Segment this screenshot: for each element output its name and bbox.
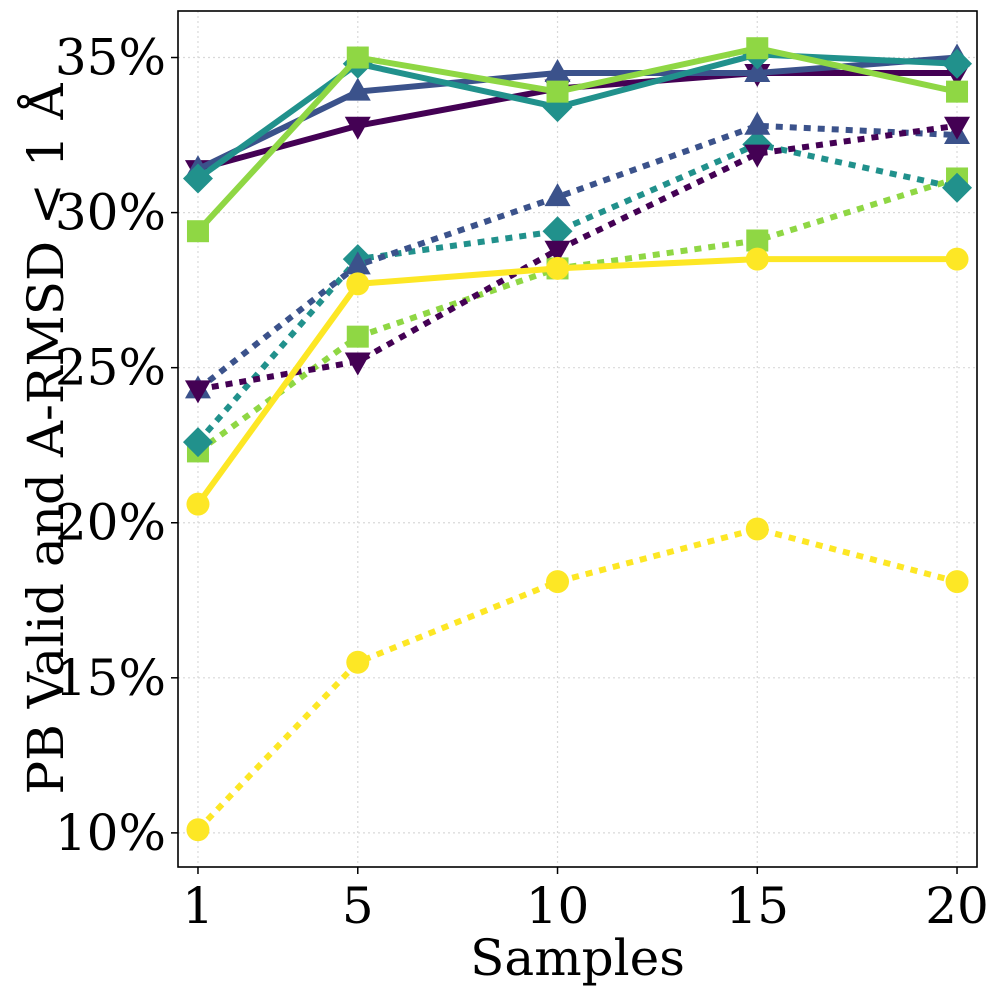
series-line-series-3-dotted [195, 141, 958, 445]
x-tick-label: 10 [526, 877, 590, 935]
y-tick-label: 10% [55, 804, 166, 862]
series-series-2-dotted [184, 111, 971, 399]
x-tick-label: 15 [725, 877, 789, 935]
y-tick-label: 20% [55, 494, 166, 552]
data-point-series-5-solid-1 [186, 492, 210, 516]
data-point-series-3-solid-20 [942, 48, 973, 79]
data-point-series-5-dotted-15 [745, 517, 769, 541]
data-point-series-5-solid-20 [945, 247, 969, 271]
data-point-series-4-solid-1 [186, 220, 209, 243]
data-point-series-4-solid-15 [746, 37, 769, 60]
data-point-series-4-solid-10 [546, 80, 569, 103]
data-point-series-1-dotted-10 [544, 240, 571, 264]
series-series-5-solid [186, 247, 969, 516]
data-point-series-3-dotted-20 [942, 172, 973, 203]
data-point-series-2-dotted-15 [744, 111, 771, 135]
data-point-series-2-dotted-5 [344, 251, 371, 275]
data-point-series-1-dotted-5 [344, 352, 371, 376]
data-point-series-3-solid-1 [182, 163, 213, 194]
data-point-series-4-dotted-15 [746, 229, 769, 252]
y-tick-label: 35% [55, 29, 166, 87]
data-point-series-3-dotted-1 [182, 427, 213, 458]
data-point-series-2-dotted-10 [544, 183, 571, 207]
data-point-series-5-solid-15 [745, 247, 769, 271]
data-point-series-4-solid-5 [346, 46, 369, 69]
data-point-series-2-solid-10 [544, 59, 571, 83]
x-tick-label: 1 [182, 877, 214, 935]
data-point-series-1-dotted-15 [744, 144, 771, 168]
data-point-series-3-dotted-10 [542, 216, 573, 247]
data-point-series-1-solid-5 [344, 116, 371, 140]
data-point-series-4-solid-20 [946, 80, 969, 103]
plot-frame [177, 10, 978, 868]
x-tick-label: 5 [342, 877, 374, 935]
data-point-series-2-solid-15 [744, 59, 771, 83]
series-series-3-dotted [182, 129, 973, 458]
data-point-series-5-solid-5 [346, 272, 370, 296]
data-point-series-5-dotted-5 [346, 650, 370, 674]
x-axis-title: Samples [470, 929, 685, 987]
series-series-1-dotted [184, 116, 971, 404]
y-tick-label: 25% [55, 339, 166, 397]
data-point-series-1-dotted-1 [184, 380, 211, 404]
series-series-4-dotted [186, 167, 969, 463]
series-line-series-2-dotted [196, 122, 958, 392]
data-point-series-4-dotted-5 [346, 325, 369, 348]
series-line-series-5-dotted [195, 525, 958, 832]
data-point-series-2-solid-5 [344, 77, 371, 101]
x-tick-label: 20 [925, 877, 989, 935]
series-series-5-dotted [186, 517, 969, 842]
data-point-series-5-dotted-20 [945, 570, 969, 594]
data-point-series-5-solid-10 [546, 256, 570, 280]
data-point-series-1-dotted-20 [944, 116, 971, 140]
y-tick-label: 30% [55, 184, 166, 242]
series-layer [182, 37, 973, 842]
y-tick-label: 15% [55, 649, 166, 707]
data-point-series-5-dotted-1 [186, 818, 210, 842]
y-axis-title: PB Valid and A-RMSD < 1 Å [16, 83, 75, 795]
series-series-4-solid [186, 37, 969, 243]
series-series-2-solid [184, 43, 971, 179]
data-point-series-5-dotted-10 [546, 570, 570, 594]
series-line-series-5-solid [195, 256, 958, 506]
